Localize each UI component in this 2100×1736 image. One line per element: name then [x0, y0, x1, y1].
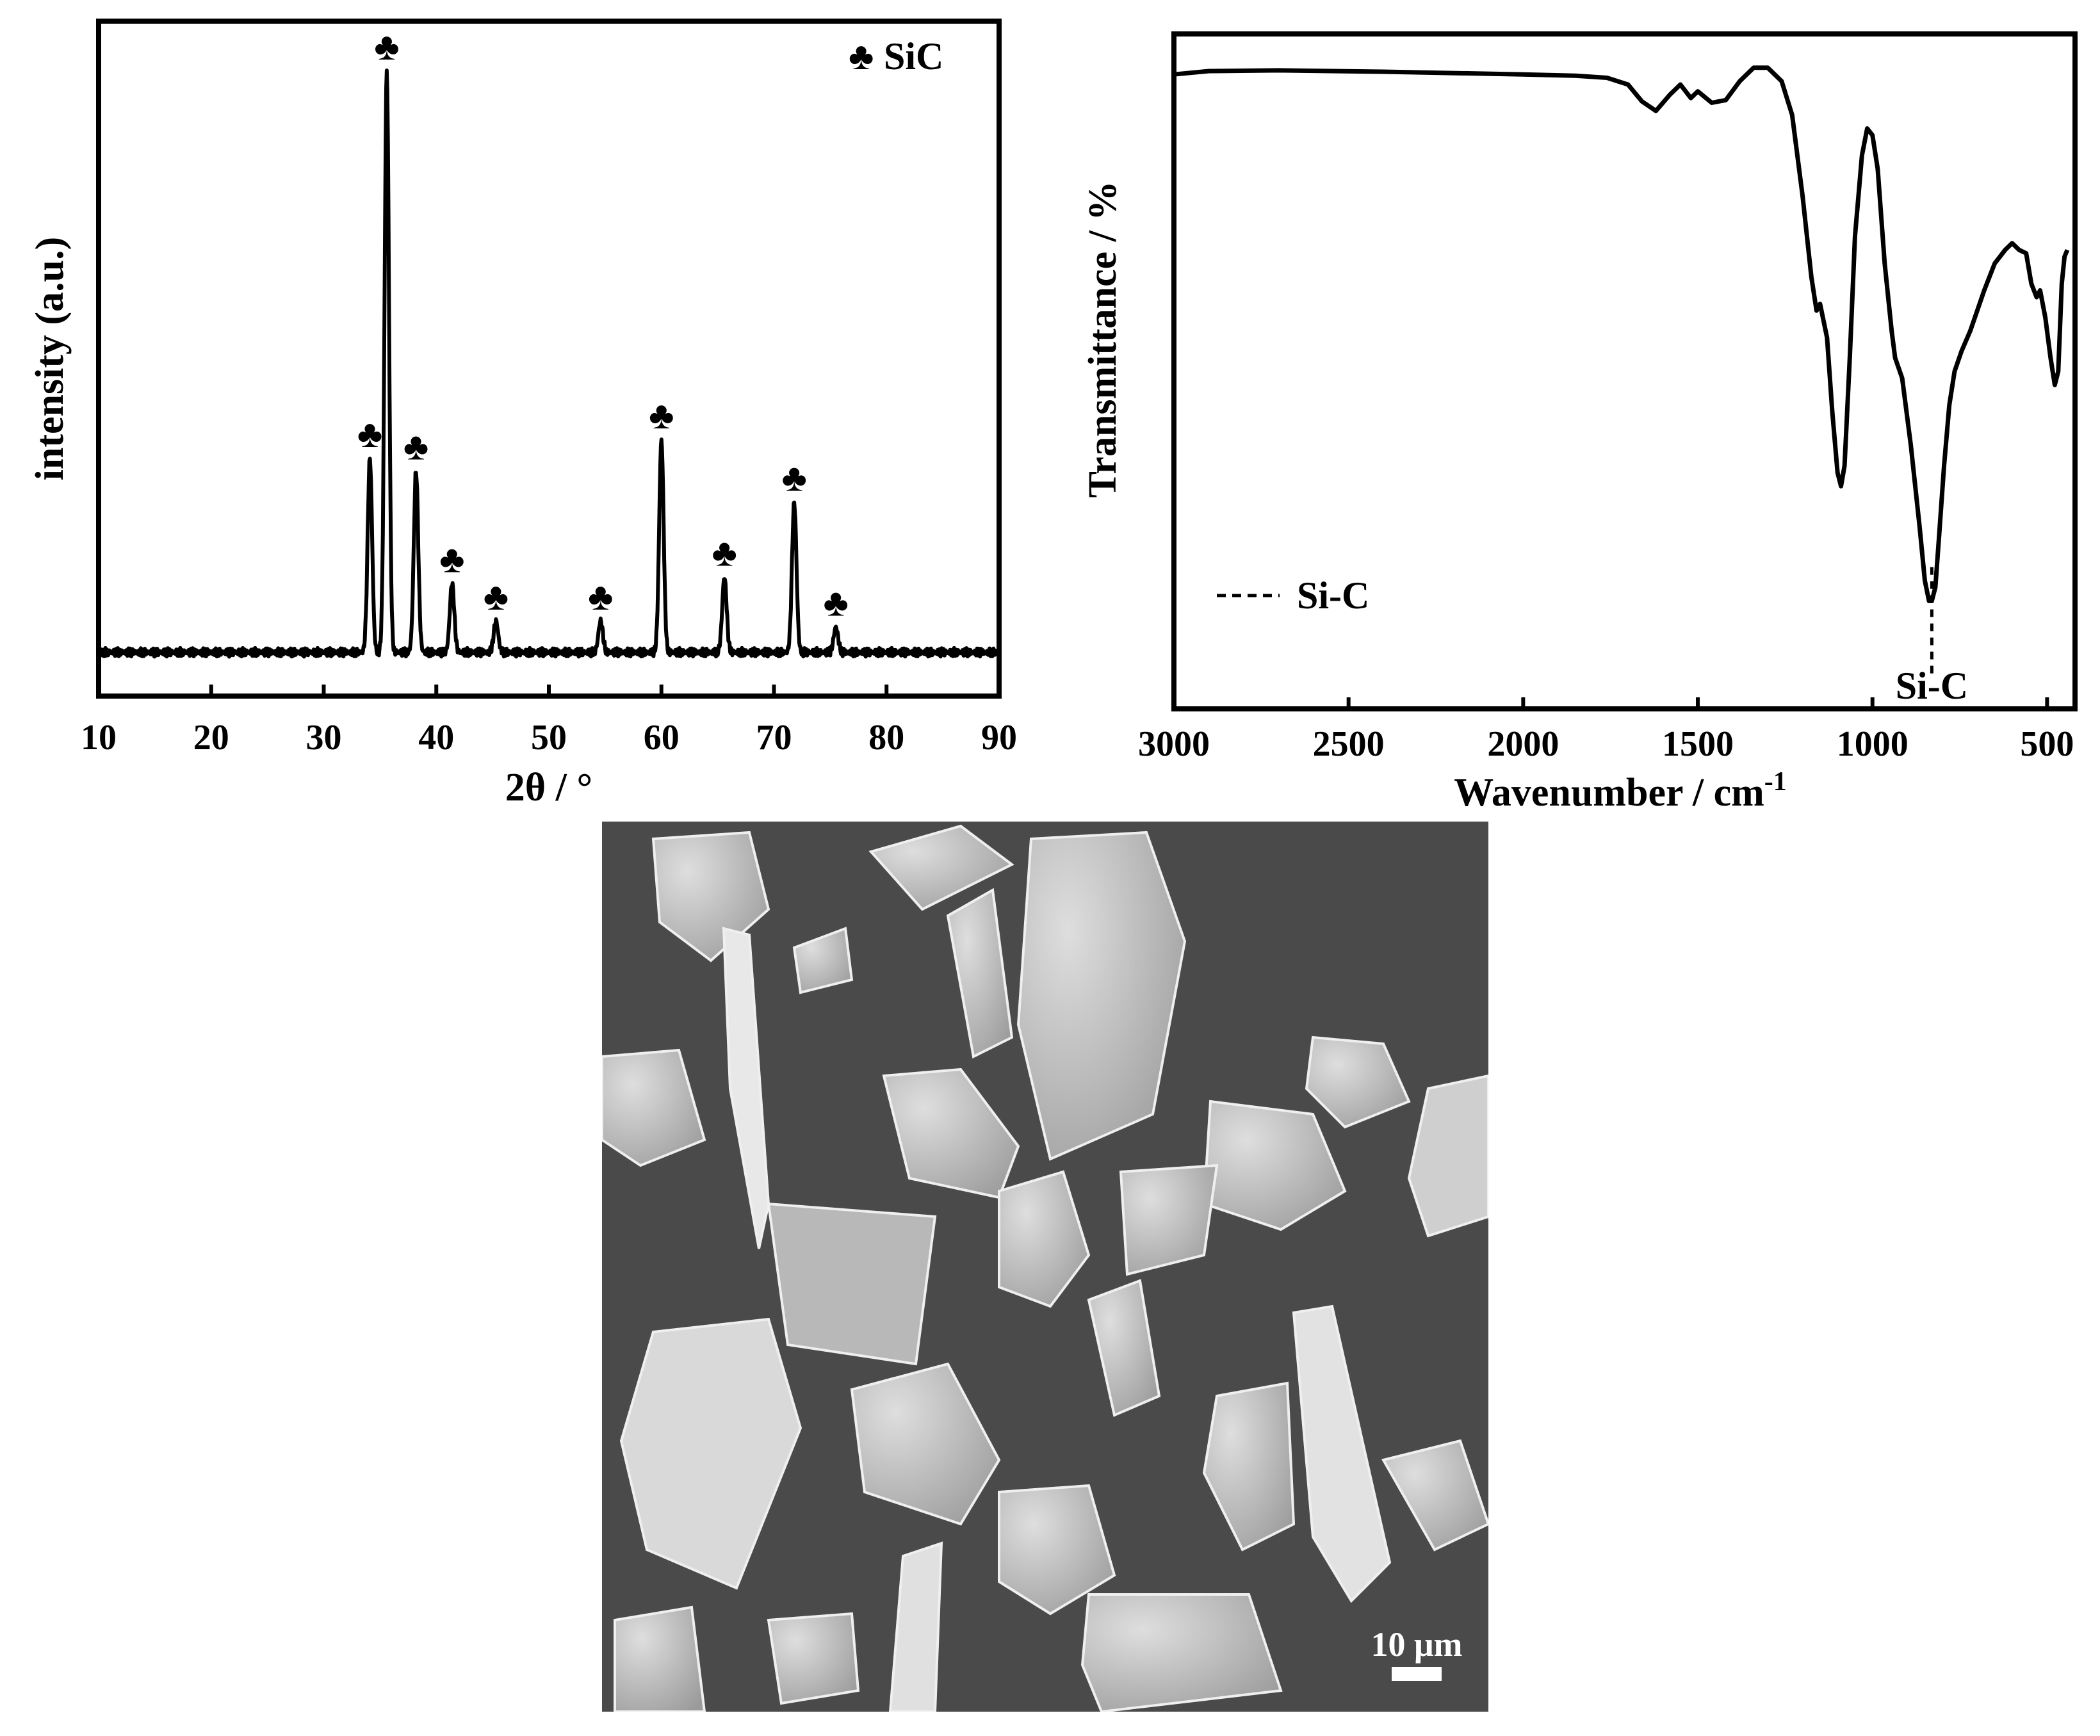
xrd-x-tick-label: 90 [981, 718, 1017, 758]
si-c-peak-label: Si-C [1896, 665, 1968, 707]
particle [946, 888, 1014, 1059]
xrd-peak-marker: ♣ [439, 538, 464, 580]
ftir-x-ticks: 3000 2500 2000 1500 1000 500 [1138, 697, 2074, 764]
xrd-x-tick-label: 60 [644, 718, 680, 758]
xrd-x-tick-label: 50 [531, 718, 567, 758]
particle [722, 927, 770, 1249]
ftir-x-tick-label: 1000 [1837, 724, 1909, 764]
xrd-x-tick-label: 20 [193, 718, 229, 758]
xrd-x-tick-label: 30 [306, 718, 342, 758]
particle [888, 1541, 943, 1712]
xrd-legend-symbol: ♣ [849, 35, 874, 77]
xrd-peak-marker: ♣ [588, 576, 613, 618]
xrd-frame [96, 19, 1002, 699]
particle [1119, 1164, 1219, 1276]
ftir-frame [1171, 31, 2078, 711]
particle [998, 1484, 1116, 1616]
ftir-legend-label: Si-C [1297, 574, 1369, 617]
xrd-peak-marker: ♣ [357, 413, 382, 455]
ftir-x-tick-label: 3000 [1138, 724, 1210, 764]
sem-micrograph: 10 μm [602, 822, 1488, 1712]
xrd-peak-marker: ♣ [649, 394, 674, 437]
ftir-y-axis-label: Transmittance / % [1081, 181, 1125, 498]
particle [1087, 1279, 1161, 1417]
ftir-panel: 3000 2500 2000 1500 1000 500 Si-C Si-C Wavenu… [1081, 31, 2078, 815]
particle [998, 1170, 1091, 1308]
ftir-x-tick-label: 1500 [1662, 724, 1734, 764]
particle [767, 1612, 860, 1705]
particle [767, 1202, 937, 1366]
xrd-x-tick-label: 10 [81, 718, 117, 758]
xrd-peak-marker: ♣ [484, 576, 509, 618]
particle [850, 1362, 1001, 1526]
particle [1016, 831, 1187, 1161]
scale-bar-label: 10 μm [1371, 1625, 1462, 1664]
xrd-x-axis-label: 2θ / ° [505, 766, 592, 809]
particle [614, 1605, 706, 1712]
xrd-peak-marker: ♣ [781, 457, 806, 499]
xrd-peak-markers: ♣ ♣ ♣ ♣ ♣ ♣ ♣ ♣ ♣ ♣ [357, 26, 849, 624]
xrd-peak-marker: ♣ [374, 26, 399, 68]
particle [1381, 1439, 1488, 1552]
particle [868, 824, 1014, 911]
xrd-panel: 10 20 30 40 50 60 70 80 90 ♣ ♣ ♣ ♣ ♣ ♣ ♣ ♣ ♣ ♣ ♣ SiC 2θ /… [28, 19, 1017, 809]
particle [1080, 1593, 1283, 1712]
xrd-x-tick-label: 70 [756, 718, 792, 758]
xrd-legend-label: SiC [884, 35, 943, 77]
particle [1292, 1304, 1392, 1603]
particle [1305, 1035, 1411, 1129]
xrd-x-tick-label: 80 [868, 718, 904, 758]
sem-particles [602, 824, 1488, 1712]
xrd-peak-marker: ♣ [712, 532, 737, 574]
ftir-x-axis-label: Wavenumber / cm-1 [1454, 767, 1787, 815]
xrd-y-axis-label: intensity (a.u.) [28, 237, 72, 481]
xrd-pattern-line [97, 69, 1001, 659]
particle [602, 1048, 706, 1167]
particle [619, 1317, 802, 1590]
xrd-peak-marker: ♣ [403, 426, 428, 468]
particle [792, 927, 854, 994]
particle [1407, 1074, 1488, 1238]
xrd-x-tick-label: 40 [418, 718, 454, 758]
ftir-x-tick-label: 2000 [1487, 724, 1559, 764]
scale-bar [1392, 1667, 1442, 1681]
ftir-spectrum-line [1173, 65, 2070, 603]
particle [1202, 1381, 1296, 1552]
xrd-peak-marker: ♣ [823, 582, 848, 624]
xrd-x-ticks: 10 20 30 40 50 60 70 80 90 [81, 685, 1017, 758]
ftir-x-tick-label: 500 [2020, 724, 2074, 764]
particle [882, 1067, 1020, 1199]
ftir-x-tick-label: 2500 [1313, 724, 1385, 764]
